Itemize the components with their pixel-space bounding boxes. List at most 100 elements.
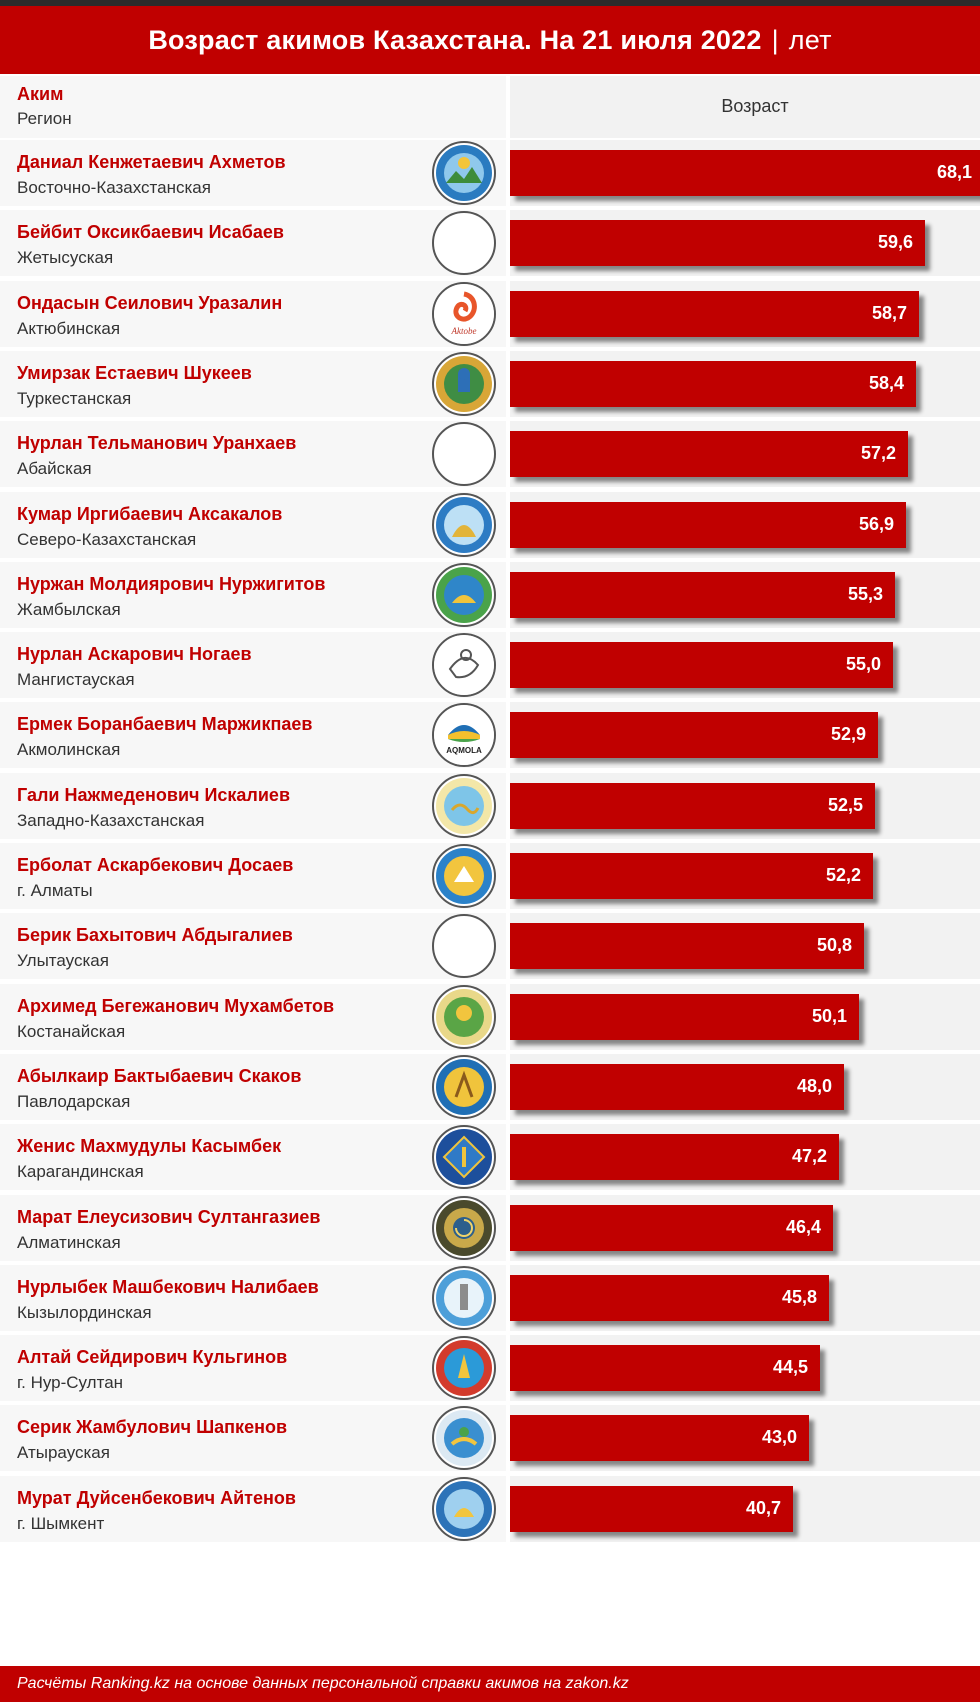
region-name: Акмолинская (17, 740, 121, 759)
age-value-label: 56,9 (858, 514, 894, 534)
aqmola-emblem-icon: AQMOLA (432, 703, 496, 767)
akim-name: Абылкаир Бактыбаевич Скаков (17, 1066, 302, 1086)
table-row: Берик Бахытович Абдыгалиев Улытауская 50,8 (0, 911, 980, 981)
akim-name: Умирзак Естаевич Шукеев (17, 363, 252, 383)
row-left-cell (0, 1405, 506, 1471)
source-note-text: Расчёты Ranking.kz на основе данных перс… (17, 1675, 629, 1692)
top-border (0, 0, 980, 6)
region-name: Абайская (17, 459, 92, 478)
row-left-cell (0, 1476, 506, 1542)
vko-emblem-icon (432, 141, 496, 205)
row-left-cell (0, 281, 506, 347)
table-row: Нурлан Тельманович Уранхаев Абайская 57,2 (0, 419, 980, 489)
age-value-label: 55,3 (847, 584, 883, 604)
age-value-label: 52,9 (830, 724, 866, 744)
table-row: Серик Жамбулович Шапкенов Атырауская 43,0 (0, 1403, 980, 1473)
table-row: Мурат Дуйсенбекович Айтенов г. Шымкент 40,… (0, 1474, 980, 1544)
blank-emblem-icon (432, 914, 496, 978)
age-value-label: 47,2 (791, 1146, 827, 1166)
table-row: Нурлыбек Машбекович Налибаев Кызылординск… (0, 1263, 980, 1333)
region-name: Восточно-Казахстанская (17, 178, 211, 197)
table-row: Архимед Бегежанович Мухамбетов Костанайск… (0, 982, 980, 1052)
region-name: г. Шымкент (17, 1514, 105, 1533)
age-bar: 68,1 (510, 150, 980, 196)
akim-name: Нурлан Тельманович Уранхаев (17, 433, 297, 453)
age-bar: 52,9 (510, 712, 878, 758)
row-left-cell (0, 1335, 506, 1401)
karaganda-emblem-icon (432, 1125, 496, 1189)
chart-title-main: Возраст акимов Казахстана. На 21 июля 20… (148, 24, 762, 55)
almaty-region-emblem-icon (432, 1196, 496, 1260)
region-name: Карагандинская (17, 1162, 144, 1181)
region-name: г. Алматы (17, 881, 93, 900)
row-left-cell (0, 843, 506, 909)
row-left-cell (0, 1265, 506, 1331)
header-right-cell (510, 76, 980, 138)
age-bar: 58,4 (510, 361, 916, 407)
table-row: Даниал Кенжетаевич Ахметов Восточно-Казах… (0, 138, 980, 208)
region-name: Павлодарская (17, 1092, 131, 1111)
age-value-label: 50,1 (811, 1006, 847, 1026)
akim-name: Серик Жамбулович Шапкенов (17, 1417, 288, 1437)
blank-emblem-icon (432, 211, 496, 275)
atyrau-emblem-icon (432, 1406, 496, 1470)
table-row: Кумар Иргибаевич Аксакалов Северо-Казахст… (0, 490, 980, 560)
row-left-cell (0, 632, 506, 698)
row-left-cell (0, 1054, 506, 1120)
age-value-label: 57,2 (860, 443, 896, 463)
svg-text:AQMOLA: AQMOLA (446, 746, 482, 755)
age-bar: 58,7 (510, 291, 919, 337)
akim-name: Ерболат Аскарбекович Досаев (17, 855, 294, 875)
row-left-cell (0, 1195, 506, 1261)
row-left-cell (0, 562, 506, 628)
row-left-cell (0, 1124, 506, 1190)
zhambyl-emblem-icon (432, 563, 496, 627)
mangystau-emblem-icon (432, 633, 496, 697)
table-row: Алтай Сейдирович Кульгинов г. Нур-Султан 4… (0, 1333, 980, 1403)
region-name: Алматинская (17, 1233, 121, 1252)
turkestan-emblem-icon (432, 352, 496, 416)
table-row: Нуржан Молдиярович Нуржигитов Жамбылская 5… (0, 560, 980, 630)
age-value-label: 58,7 (871, 303, 907, 323)
table-row: Ермек Боранбаевич Маржикпаев Акмолинская A… (0, 700, 980, 770)
row-left-cell (0, 984, 506, 1050)
row-left-cell (0, 913, 506, 979)
row-left-cell (0, 351, 506, 417)
age-value-label: 46,4 (785, 1217, 821, 1237)
age-value-label: 45,8 (781, 1287, 817, 1307)
age-value-label: 44,5 (772, 1357, 808, 1377)
akim-name: Нурлыбек Машбекович Налибаев (17, 1277, 319, 1297)
age-bar: 43,0 (510, 1415, 809, 1461)
age-value-label: 68,1 (936, 162, 972, 182)
aktobe-emblem-icon: Aktobe (432, 282, 496, 346)
table-row: Гали Нажмеденович Искалиев Западно-Казахс… (0, 771, 980, 841)
age-value-label: 59,6 (877, 232, 913, 252)
age-bar: 46,4 (510, 1205, 833, 1251)
region-name: Западно-Казахстанская (17, 811, 205, 830)
akim-name: Даниал Кенжетаевич Ахметов (17, 152, 286, 172)
akim-name: Марат Елеусизович Султангазиев (17, 1207, 321, 1227)
region-name: Жетысуская (17, 248, 114, 267)
table-row: Умирзак Естаевич Шукеев Туркестанская 58,4 (0, 349, 980, 419)
age-value-label: 52,5 (827, 795, 863, 815)
age-bar: 45,8 (510, 1275, 829, 1321)
akim-name: Алтай Сейдирович Кульгинов (17, 1347, 288, 1367)
row-left-cell (0, 421, 506, 487)
kostanay-emblem-icon (432, 985, 496, 1049)
chart-title-separator: | (771, 24, 779, 55)
almaty-city-emblem-icon (432, 844, 496, 908)
age-bar: 48,0 (510, 1064, 844, 1110)
region-name: Актюбинская (17, 319, 121, 338)
row-left-cell (0, 210, 506, 276)
akim-name: Мурат Дуйсенбекович Айтенов (17, 1488, 296, 1508)
age-value-label: 43,0 (761, 1427, 797, 1447)
region-name: Туркестанская (17, 389, 132, 408)
region-name: Костанайская (17, 1022, 126, 1041)
row-left-cell (0, 702, 506, 768)
table-row: Марат Елеусизович Султангазиев Алматинска… (0, 1193, 980, 1263)
column-header-akim: Аким (17, 84, 64, 104)
table-row: Ерболат Аскарбекович Досаев г. Алматы 52,2 (0, 841, 980, 911)
table-row: Ондасын Сеилович Уразалин Актюбинская Akto… (0, 279, 980, 349)
age-bar: 50,8 (510, 923, 864, 969)
akim-name: Женис Махмудулы Касымбек (17, 1136, 282, 1156)
